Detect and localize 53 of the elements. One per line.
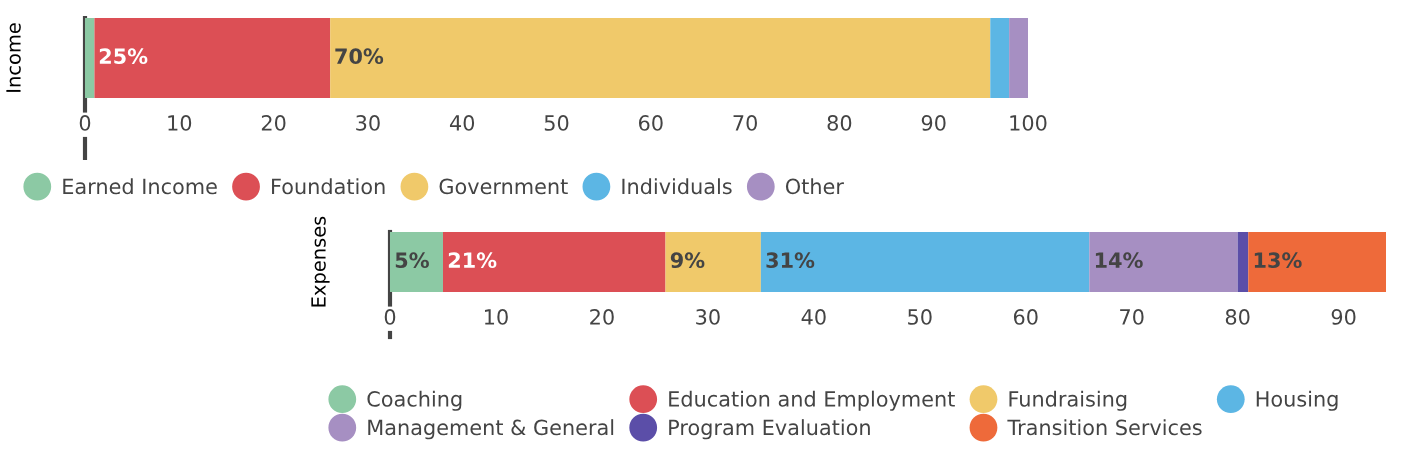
x-tick-label: 10 bbox=[168, 115, 192, 131]
bar bbox=[665, 232, 761, 292]
x-tick-label: 90 bbox=[1331, 309, 1356, 325]
x-tick-label: 80 bbox=[1225, 309, 1250, 325]
bar bbox=[442, 232, 666, 292]
legend-label: Fundraising bbox=[1009, 390, 1127, 411]
legend-label: Education and Employment bbox=[669, 390, 955, 411]
bar bbox=[990, 18, 1010, 98]
x-tick-label: 80 bbox=[827, 115, 852, 131]
x-tick-label: 40 bbox=[449, 115, 475, 131]
x-tick-label: 50 bbox=[544, 115, 569, 131]
legend-label: Individuals bbox=[622, 178, 732, 195]
x-tick-label: 100 bbox=[1010, 115, 1047, 131]
x-tick-label: 0 bbox=[384, 309, 396, 325]
x-tick-label: 20 bbox=[590, 309, 614, 325]
x-tick-label: 40 bbox=[801, 309, 826, 325]
x-tick-label: 30 bbox=[356, 115, 380, 131]
legend-label: Management & General bbox=[368, 419, 614, 440]
x-tick-label: 70 bbox=[733, 115, 757, 131]
y-axis-title: Expenses bbox=[311, 216, 330, 307]
legend-label: Housing bbox=[1256, 390, 1338, 411]
bar bbox=[1237, 232, 1249, 292]
legend-label: Earned Income bbox=[63, 178, 217, 195]
x-tick-label: 30 bbox=[696, 309, 720, 325]
data-label: 14% bbox=[1095, 252, 1143, 269]
data-label: 31% bbox=[766, 252, 815, 269]
data-label: 21% bbox=[448, 252, 497, 269]
legend-label: Other bbox=[785, 178, 844, 195]
x-tick-label: 60 bbox=[639, 115, 663, 131]
legend-label: Transition Services bbox=[1007, 419, 1202, 436]
x-tick-label: 20 bbox=[261, 115, 286, 131]
bar bbox=[1089, 232, 1238, 292]
legend-label: Coaching bbox=[367, 390, 462, 411]
bar bbox=[330, 18, 991, 98]
x-tick-label: 0 bbox=[79, 115, 91, 131]
x-tick-label: 60 bbox=[1013, 309, 1038, 325]
legend-label: Government bbox=[439, 178, 568, 195]
bar bbox=[760, 232, 1090, 292]
bar bbox=[1248, 232, 1386, 292]
data-label: 5% bbox=[395, 252, 429, 269]
legend-label: Program Evaluation bbox=[669, 419, 870, 440]
data-label: 70% bbox=[335, 48, 384, 65]
data-label: 25% bbox=[99, 48, 148, 65]
bar bbox=[94, 18, 331, 98]
data-label: 9% bbox=[670, 252, 705, 269]
y-axis-title: Income bbox=[6, 23, 21, 92]
x-tick-label: 10 bbox=[484, 309, 508, 325]
x-tick-label: 90 bbox=[921, 115, 946, 131]
legend-label: Foundation bbox=[272, 178, 385, 195]
x-tick-label: 70 bbox=[1120, 309, 1144, 325]
x-tick-label: 50 bbox=[908, 309, 932, 325]
data-label: 13% bbox=[1254, 252, 1302, 269]
bar bbox=[1009, 18, 1028, 98]
